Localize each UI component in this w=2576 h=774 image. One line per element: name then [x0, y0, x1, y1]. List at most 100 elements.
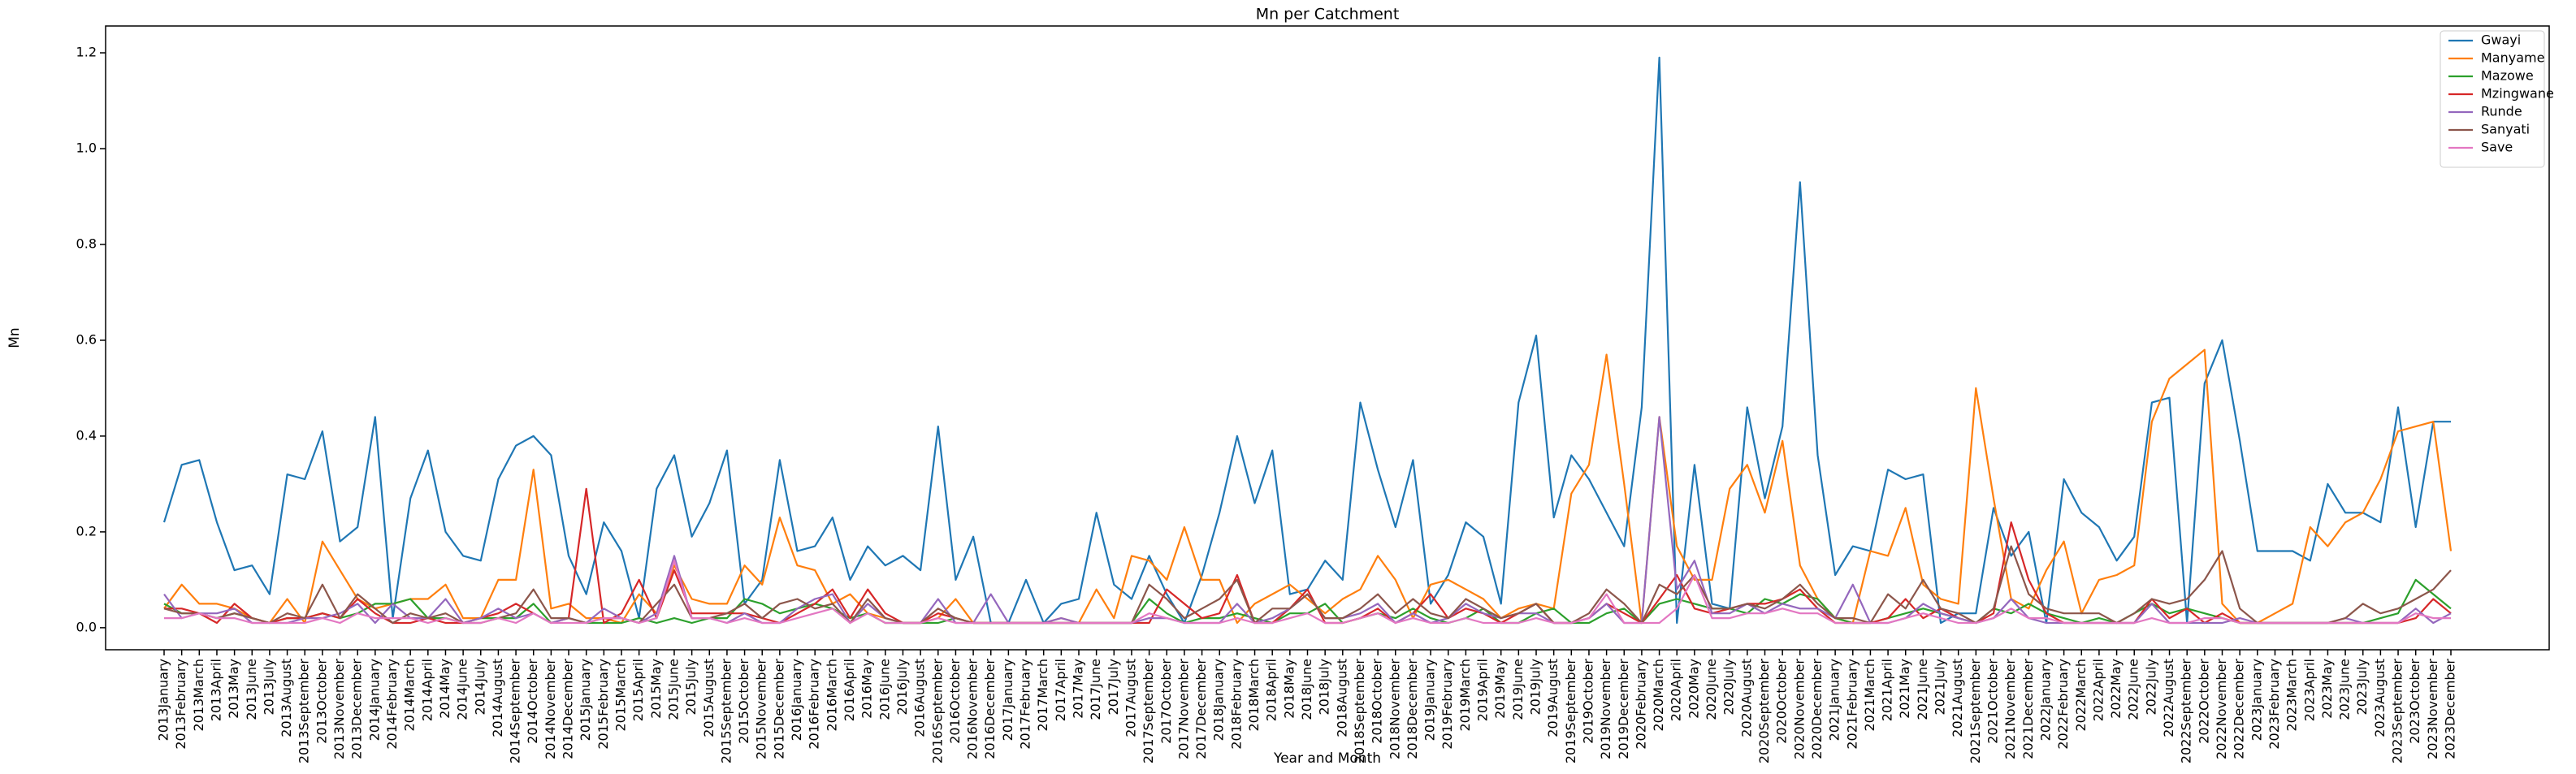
x-tick-label: 2016September	[929, 659, 945, 764]
x-tick-label: 2021October	[1985, 659, 2001, 744]
x-tick-label: 2018November	[1387, 659, 1402, 759]
x-tick-label: 2019March	[1457, 659, 1473, 732]
x-tick-label: 2022April	[2090, 659, 2106, 721]
x-tick-label: 2015October	[736, 659, 751, 744]
x-tick-label: 2016June	[877, 659, 892, 720]
x-tick-label: 2020February	[1633, 659, 1648, 750]
x-tick-label: 2014April	[419, 659, 435, 721]
legend-label: Mzingwane	[2481, 86, 2554, 102]
x-tick-label: 2023June	[2337, 659, 2353, 720]
x-tick-label: 2018July	[1317, 659, 1332, 716]
x-tick-label: 2017December	[1193, 659, 1209, 759]
x-tick-label: 2019July	[1528, 659, 1543, 716]
x-tick-label: 2013August	[279, 659, 294, 737]
x-tick-label: 2022November	[2214, 659, 2229, 759]
x-tick-label: 2015June	[665, 659, 681, 720]
x-tick-label: 2022September	[2179, 659, 2194, 764]
x-tick-label: 2014January	[366, 659, 382, 741]
x-tick-label: 2014August	[490, 659, 505, 737]
x-tick-label: 2023August	[2372, 659, 2388, 737]
x-tick-label: 2018March	[1246, 659, 1262, 732]
x-tick-label: 2022July	[2143, 659, 2158, 716]
x-tick-label: 2022October	[2196, 659, 2211, 744]
x-tick-label: 2013June	[244, 659, 259, 720]
x-tick-label: 2014November	[543, 659, 558, 759]
x-tick-label: 2020March	[1651, 659, 1666, 732]
x-tick-label: 2017July	[1106, 659, 1121, 716]
x-tick-label: 2016November	[965, 659, 981, 759]
x-tick-label: 2017August	[1123, 659, 1138, 737]
y-tick-label: 0.2	[76, 523, 97, 538]
x-tick-label: 2020August	[1738, 659, 1754, 737]
x-tick-label: 2015July	[683, 659, 699, 716]
x-tick-label: 2015March	[613, 659, 629, 732]
x-tick-label: 2021April	[1880, 659, 1895, 721]
x-tick-label: 2015September	[718, 659, 734, 764]
series-line	[163, 545, 2452, 625]
x-tick-label: 2014December	[561, 659, 576, 759]
x-tick-label: 2022June	[2126, 659, 2141, 720]
y-tick-label: 0.0	[76, 619, 97, 634]
x-tick-label: 2023January	[2249, 659, 2264, 741]
legend-label: Runde	[2481, 104, 2522, 119]
x-tick-label: 2019October	[1580, 659, 1595, 744]
x-tick-label: 2016May	[859, 659, 875, 719]
x-tick-label: 2019February	[1440, 659, 1455, 750]
x-tick-label: 2020November	[1791, 659, 1807, 759]
x-tick-label: 2014June	[455, 659, 470, 720]
x-tick-label: 2017November	[1175, 659, 1191, 759]
x-tick-label: 2018May	[1281, 659, 1297, 719]
x-tick-label: 2014March	[402, 659, 418, 732]
x-tick-label: 2021August	[1950, 659, 1965, 737]
x-tick-label: 2017June	[1088, 659, 1103, 720]
x-tick-label: 2019May	[1492, 659, 1508, 719]
x-tick-label: 2013February	[173, 659, 188, 750]
x-tick-label: 2019January	[1422, 659, 1438, 741]
y-tick-label: 1.0	[76, 141, 97, 156]
x-tick-label: 2014July	[472, 659, 487, 716]
x-tick-label: 2014October	[525, 659, 540, 744]
x-tick-label: 2015January	[578, 659, 593, 741]
x-tick-label: 2021January	[1827, 659, 1842, 741]
x-tick-label: 2023December	[2443, 659, 2458, 759]
x-tick-label: 2016October	[947, 659, 963, 744]
x-tick-label: 2015December	[771, 659, 786, 759]
x-tick-label: 2020September	[1756, 659, 1772, 764]
x-tick-label: 2015April	[630, 659, 646, 721]
y-tick-label: 0.4	[76, 427, 97, 443]
x-tick-label: 2023July	[2354, 659, 2370, 716]
legend-label: Gwayi	[2481, 32, 2521, 48]
x-tick-label: 2016December	[982, 659, 998, 759]
y-axis-label: Mn	[6, 327, 23, 348]
legend-box	[2440, 30, 2545, 168]
x-tick-label: 2021June	[1915, 659, 1930, 720]
x-tick-label: 2021December	[2020, 659, 2036, 759]
x-tick-label: 2021July	[1933, 659, 1948, 716]
chart-title: Mn per Catchment	[1256, 6, 1400, 24]
y-tick-label: 0.8	[76, 236, 97, 251]
x-tick-label: 2018October	[1370, 659, 1385, 744]
x-tick-label: 2017September	[1141, 659, 1156, 764]
x-tick-label: 2018April	[1264, 659, 1279, 721]
x-tick-label: 2020October	[1774, 659, 1790, 744]
x-tick-label: 2023February	[2266, 659, 2282, 750]
x-tick-label: 2022January	[2037, 659, 2053, 741]
plot-frame	[105, 25, 2550, 651]
y-tick-label: 1.2	[76, 45, 97, 60]
x-tick-label: 2022May	[2108, 659, 2124, 719]
x-tick-label: 2019November	[1598, 659, 1613, 759]
x-tick-label: 2023April	[2301, 659, 2317, 721]
x-tick-label: 2014May	[437, 659, 452, 719]
x-tick-label: 2021May	[1897, 659, 1912, 719]
x-tick-label: 2016March	[824, 659, 839, 732]
x-tick-label: 2016February	[807, 659, 822, 750]
legend-label: Save	[2481, 140, 2513, 155]
x-tick-label: 2013November	[331, 659, 347, 759]
x-tick-label: 2015May	[648, 659, 664, 719]
x-tick-label: 2020June	[1704, 659, 1719, 720]
x-tick-label: 2016August	[912, 659, 928, 737]
x-tick-label: 2013July	[261, 659, 276, 716]
x-tick-label: 2019June	[1510, 659, 1526, 720]
x-tick-label: 2013January	[156, 659, 171, 741]
